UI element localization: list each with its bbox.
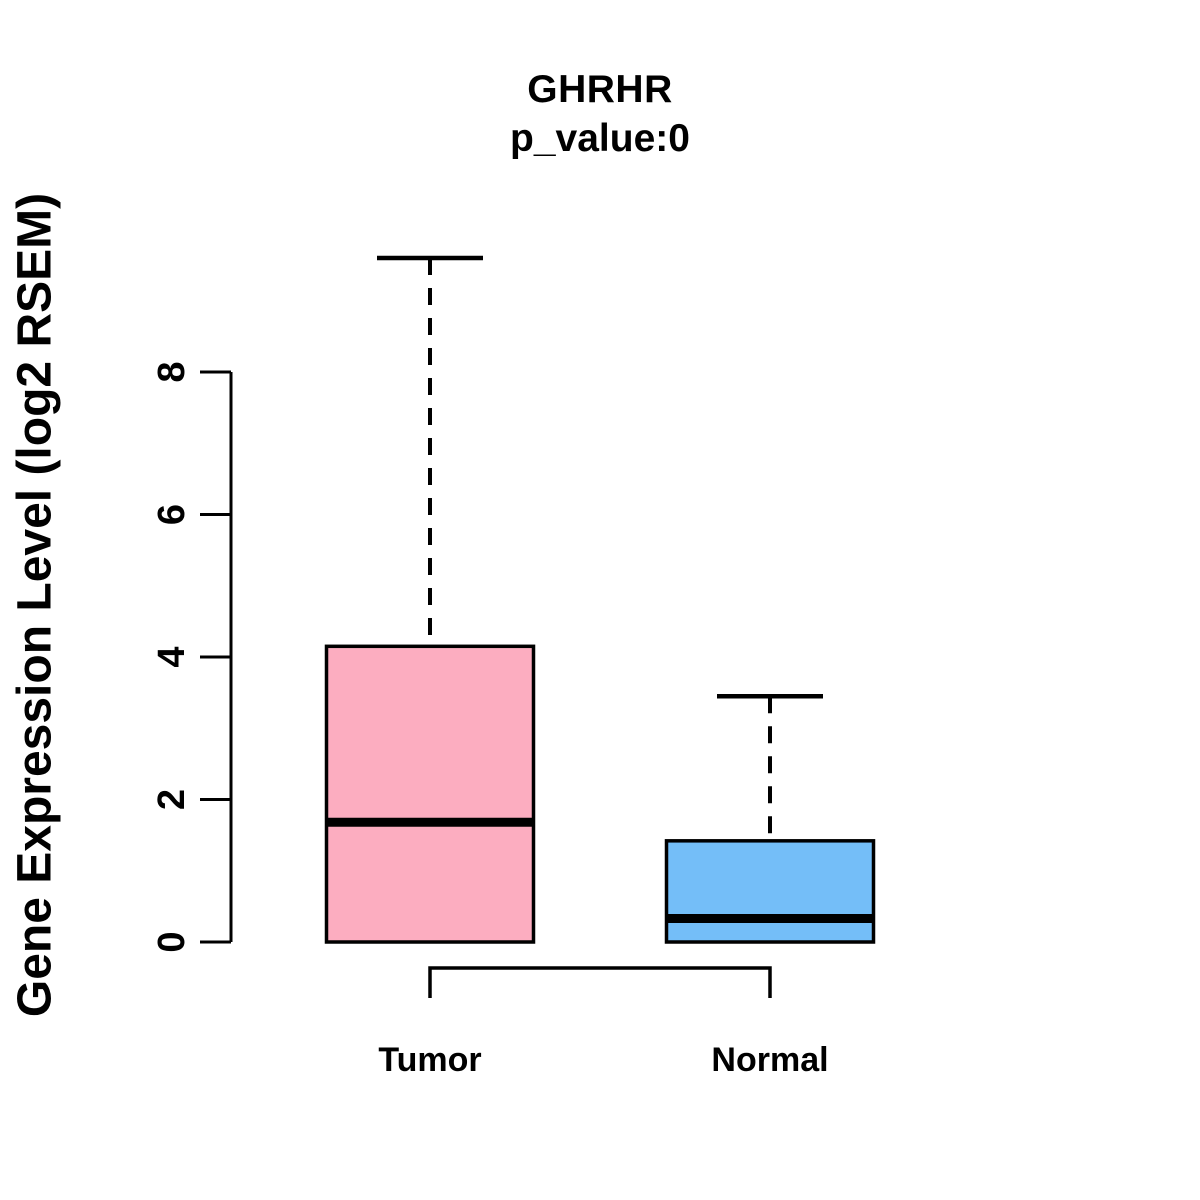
chart-subtitle: p_value:0 bbox=[510, 117, 690, 160]
y-tick-label: 0 bbox=[151, 931, 193, 952]
y-tick-label: 6 bbox=[151, 504, 193, 525]
box-tumor bbox=[324, 644, 536, 944]
category-label-normal: Normal bbox=[711, 1041, 828, 1079]
comparison-bracket bbox=[428, 966, 772, 998]
box-normal bbox=[664, 839, 876, 944]
y-tick-label: 4 bbox=[151, 646, 193, 667]
category-label-tumor: Tumor bbox=[378, 1041, 481, 1079]
chart-title: GHRHR bbox=[527, 68, 673, 111]
y-tick-label: 8 bbox=[151, 361, 193, 382]
y-tick-label: 2 bbox=[151, 789, 193, 810]
